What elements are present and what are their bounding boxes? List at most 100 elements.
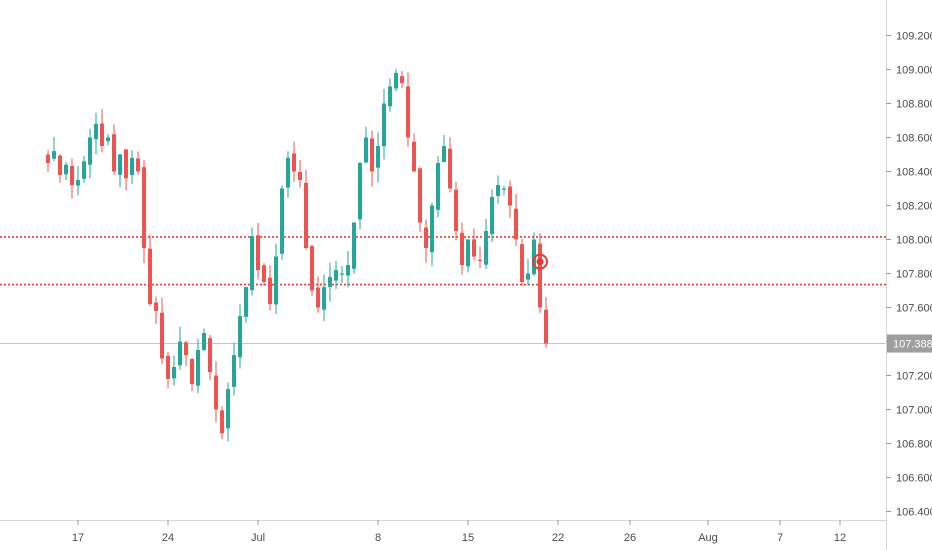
candle-body	[88, 137, 92, 165]
candle	[340, 266, 344, 283]
candle	[172, 355, 176, 386]
candle	[76, 166, 80, 196]
candle	[526, 258, 530, 286]
candle	[196, 338, 200, 394]
candle-body	[232, 355, 236, 387]
candle	[58, 154, 62, 183]
candle	[214, 361, 218, 423]
candle	[286, 151, 290, 198]
signal-dot-icon	[536, 258, 544, 266]
candle	[430, 202, 434, 267]
candle-body	[238, 316, 242, 358]
candle-body	[514, 208, 518, 240]
candle	[382, 88, 386, 160]
candle	[496, 175, 500, 204]
candle	[94, 112, 98, 155]
last-price-badge	[887, 334, 932, 353]
candle	[130, 150, 134, 185]
candle	[184, 340, 188, 367]
candle	[142, 159, 146, 264]
candle-body	[322, 287, 326, 310]
candle	[190, 358, 194, 392]
candle-body	[460, 232, 464, 265]
price-axis[interactable]: 106.400106.600106.800107.000107.200107.4…	[886, 31, 932, 519]
candle	[310, 244, 314, 296]
candle-body	[502, 188, 506, 190]
candle-body	[286, 157, 290, 188]
candle-body	[508, 186, 512, 206]
time-tick-label: 17	[72, 532, 84, 544]
candle	[112, 124, 116, 175]
last-price-label: 107.388	[887, 334, 932, 353]
candle	[436, 156, 440, 218]
price-tick-label: 106.600	[896, 473, 932, 485]
candle	[256, 222, 260, 280]
last-price-value: 107.388	[893, 339, 932, 351]
candle-body	[136, 158, 140, 172]
candle-body	[280, 188, 284, 254]
candle	[148, 234, 152, 306]
candle	[70, 158, 74, 199]
candle	[100, 109, 104, 153]
price-tick-label: 109.200	[896, 31, 932, 43]
candle	[466, 239, 470, 273]
candle-body	[358, 163, 362, 220]
price-tick-label: 107.200	[896, 371, 932, 383]
candle-body	[124, 149, 128, 179]
candle-body	[184, 342, 188, 356]
candle-body	[454, 189, 458, 231]
candle	[274, 243, 278, 315]
candle-body	[304, 182, 308, 248]
price-tick-label: 108.600	[896, 133, 932, 145]
candle	[328, 262, 332, 302]
candle	[268, 265, 272, 311]
candle-body	[148, 248, 152, 305]
candle-body	[118, 154, 122, 175]
candle-body	[214, 375, 218, 410]
candle	[298, 160, 302, 188]
candle-body	[160, 312, 164, 359]
candle	[292, 141, 296, 183]
candle-body	[112, 134, 116, 172]
candle	[106, 134, 110, 146]
candle-body	[292, 153, 296, 172]
price-tick-label: 107.000	[896, 405, 932, 417]
time-tick-label: 8	[375, 532, 381, 544]
candle	[244, 286, 248, 323]
time-axis[interactable]: 17 24 Jul 8 15 22 26 Aug 7 12	[72, 520, 846, 544]
candle	[166, 351, 170, 389]
candle	[178, 326, 182, 370]
candle	[334, 260, 338, 289]
candle	[316, 276, 320, 313]
candle-body	[82, 161, 86, 179]
candle	[202, 328, 206, 352]
candle-body	[370, 138, 374, 172]
candle	[52, 136, 56, 162]
candle	[544, 297, 548, 348]
candle	[304, 169, 308, 250]
candle-body	[106, 137, 110, 142]
candle-body	[466, 239, 470, 267]
candle-body	[448, 148, 452, 189]
time-tick-label: 7	[777, 532, 783, 544]
candle-body	[94, 123, 98, 140]
candle-body	[208, 338, 212, 373]
price-tick-label: 107.800	[896, 269, 932, 281]
candle-body	[310, 246, 314, 291]
price-tick-label: 108.000	[896, 235, 932, 247]
candle-body	[418, 168, 422, 223]
candle-body	[382, 103, 386, 147]
candle-body	[364, 137, 368, 163]
candle-body	[352, 222, 356, 269]
candle	[322, 274, 326, 322]
candle-body	[472, 239, 476, 257]
candle-body	[262, 265, 266, 282]
candle-body	[142, 167, 146, 248]
candle-body	[166, 355, 170, 379]
price-tick-label: 109.000	[896, 65, 932, 77]
time-tick-label: Aug	[698, 532, 718, 544]
candle-body	[154, 302, 158, 311]
candle	[532, 232, 536, 277]
candle-body	[64, 164, 68, 175]
